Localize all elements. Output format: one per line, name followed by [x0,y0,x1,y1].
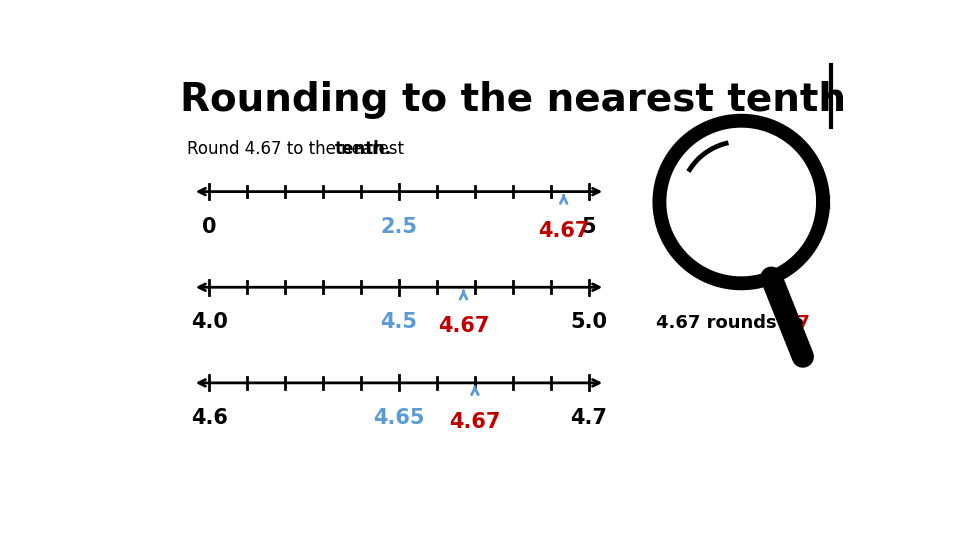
Polygon shape [660,121,823,284]
Text: 5.0: 5.0 [570,312,608,332]
Text: 4.67: 4.67 [538,221,589,241]
Text: Rounding to the nearest tenth: Rounding to the nearest tenth [180,82,846,119]
Text: 4.67: 4.67 [438,316,490,336]
Text: tenth.: tenth. [334,140,392,158]
Text: 5: 5 [582,217,596,237]
Text: 4.67 rounds to: 4.67 rounds to [656,314,809,332]
Text: 4.7: 4.7 [779,314,810,332]
Text: 0: 0 [202,217,217,237]
Text: 4.7: 4.7 [570,408,607,428]
Text: 4.5: 4.5 [380,312,418,332]
Text: Round 4.67 to the nearest: Round 4.67 to the nearest [187,140,409,158]
Text: 4.6: 4.6 [191,408,228,428]
Text: 4.0: 4.0 [191,312,228,332]
Text: 4.65: 4.65 [373,408,424,428]
Text: 4.67: 4.67 [449,412,500,432]
Text: 2.5: 2.5 [380,217,418,237]
